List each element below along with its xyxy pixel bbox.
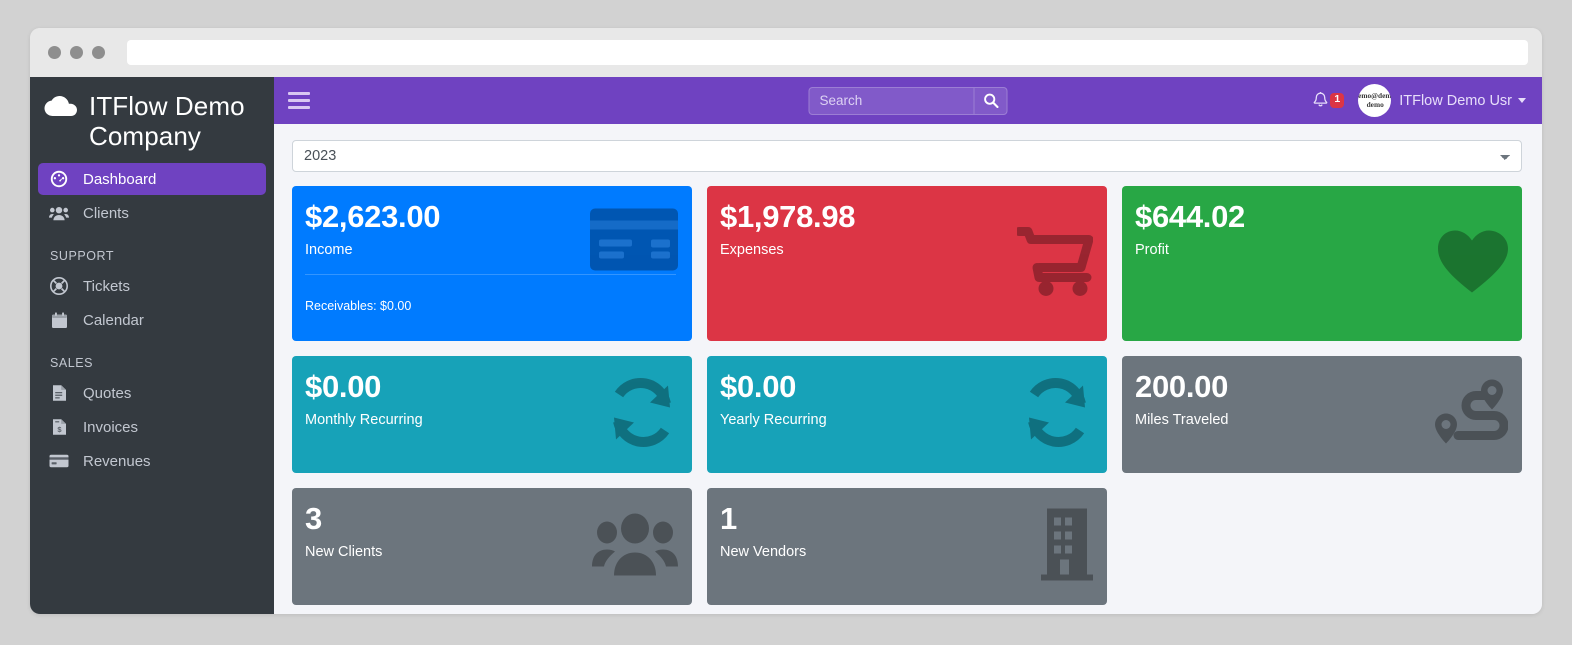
stat-card-income[interactable]: $2,623.00 Income Receivables: $0.00: [292, 186, 692, 341]
browser-window: ITFlow Demo Company Dashboa: [30, 28, 1542, 614]
stat-card-label: Expenses: [720, 241, 784, 258]
stat-card-value: 200.00: [1135, 369, 1229, 404]
sidebar-item-label: Dashboard: [83, 170, 157, 188]
avatar-line-1: demo@demo: [1358, 91, 1392, 100]
credit-card-icon: [48, 452, 70, 470]
sidebar-item-label: Revenues: [83, 452, 151, 470]
sidebar-item-quotes[interactable]: Quotes: [38, 377, 266, 409]
sidebar-section-support: SUPPORT: [50, 249, 115, 264]
sidebar-item-label: Invoices: [83, 418, 139, 436]
hamburger-icon[interactable]: [288, 92, 310, 109]
avatar: demo@demo demo: [1358, 84, 1392, 117]
topbar-right: 1 demo@demo demo ITFlow Demo Usr: [1312, 84, 1526, 117]
stat-card-label: Miles Traveled: [1135, 411, 1229, 428]
stat-card-new-clients[interactable]: 3 New Clients: [292, 488, 692, 605]
chevron-down-icon: [1518, 98, 1526, 103]
sidebar-item-label: Tickets: [83, 277, 130, 295]
stat-card-value: $0.00: [720, 369, 797, 404]
stat-card-expenses[interactable]: $1,978.98 Expenses: [707, 186, 1107, 341]
stat-card-footer: Receivables: $0.00: [305, 298, 412, 313]
stat-card-yearly-recurring[interactable]: $0.00 Yearly Recurring: [707, 356, 1107, 473]
user-name: ITFlow Demo Usr: [1399, 92, 1512, 109]
address-bar[interactable]: [127, 40, 1528, 65]
stat-card-value: $644.02: [1135, 199, 1245, 234]
stat-card-monthly-recurring[interactable]: $0.00 Monthly Recurring: [292, 356, 692, 473]
sidebar-item-dashboard[interactable]: Dashboard: [38, 163, 266, 196]
stat-card-label: Monthly Recurring: [305, 411, 423, 428]
calendar-icon: [48, 311, 70, 329]
stat-card-new-vendors[interactable]: 1 New Vendors: [707, 488, 1107, 605]
stat-card-value: 3: [305, 501, 322, 536]
browser-chrome: [30, 28, 1542, 77]
shopping-cart-icon: [1014, 225, 1094, 302]
stat-card-label: Income: [305, 241, 353, 258]
stat-card-miles-traveled[interactable]: 200.00 Miles Traveled: [1122, 356, 1522, 473]
year-filter-select[interactable]: 2023: [292, 140, 1522, 172]
avatar-line-2: demo: [1366, 100, 1384, 109]
stat-card-label: Yearly Recurring: [720, 411, 827, 428]
brand-name: ITFlow Demo Company: [89, 91, 245, 152]
search-form: [808, 86, 1008, 115]
search-button[interactable]: [973, 86, 1008, 115]
building-icon: [1041, 508, 1093, 585]
stat-card-label: Profit: [1135, 241, 1169, 258]
heart-icon: [1436, 228, 1508, 299]
notifications-button[interactable]: 1: [1312, 92, 1345, 109]
credit-card-icon: [590, 208, 678, 276]
window-maximize-dot[interactable]: [92, 46, 105, 59]
file-quote-icon: [48, 384, 70, 402]
stat-card-label: New Clients: [305, 543, 383, 560]
sync-icon: [606, 377, 678, 452]
svg-text:$: $: [57, 426, 62, 435]
stat-card-value: $2,623.00: [305, 199, 441, 234]
life-ring-icon: [48, 277, 70, 296]
dashboard-body: 2023 $2,623.00 Income Receivables: $0.00: [274, 124, 1542, 614]
stat-card-profit[interactable]: $644.02 Profit: [1122, 186, 1522, 341]
search-input[interactable]: [808, 86, 974, 115]
user-menu[interactable]: demo@demo demo ITFlow Demo Usr: [1358, 84, 1526, 117]
file-invoice-dollar-icon: $: [48, 418, 70, 436]
stat-cards-grid: $2,623.00 Income Receivables: $0.00: [292, 186, 1522, 614]
sidebar-item-label: Clients: [83, 204, 129, 222]
topbar: 1 demo@demo demo ITFlow Demo Usr: [274, 77, 1542, 124]
sidebar: ITFlow Demo Company Dashboa: [30, 77, 274, 614]
window-close-dot[interactable]: [48, 46, 61, 59]
sidebar-item-revenues[interactable]: Revenues: [38, 445, 266, 477]
sidebar-item-tickets[interactable]: Tickets: [38, 270, 266, 302]
gauge-icon: [48, 170, 70, 188]
sidebar-item-calendar[interactable]: Calendar: [38, 304, 266, 336]
brand[interactable]: ITFlow Demo Company: [30, 77, 274, 161]
app-shell: ITFlow Demo Company Dashboa: [30, 77, 1542, 614]
route-icon: [1432, 377, 1509, 452]
users-icon: [592, 511, 678, 582]
sync-icon: [1021, 377, 1093, 452]
stat-card-value: 1: [720, 501, 737, 536]
sidebar-item-clients[interactable]: Clients: [38, 197, 266, 229]
sidebar-item-label: Calendar: [83, 311, 144, 329]
cloud-icon: [44, 96, 77, 116]
sidebar-nav: Dashboard Clients: [30, 161, 274, 477]
stat-card-value: $1,978.98: [720, 199, 856, 234]
window-minimize-dot[interactable]: [70, 46, 83, 59]
stat-card-value: $0.00: [305, 369, 382, 404]
notification-count-badge: 1: [1330, 93, 1345, 108]
sidebar-item-label: Quotes: [83, 384, 132, 402]
sidebar-section-sales: SALES: [50, 356, 94, 371]
stat-card-label: New Vendors: [720, 543, 807, 560]
search-icon: [983, 93, 998, 108]
content-area: 1 demo@demo demo ITFlow Demo Usr 2023: [274, 77, 1542, 614]
users-icon: [48, 204, 70, 222]
bell-icon: [1313, 92, 1328, 107]
sidebar-item-invoices[interactable]: $ Invoices: [38, 411, 266, 443]
